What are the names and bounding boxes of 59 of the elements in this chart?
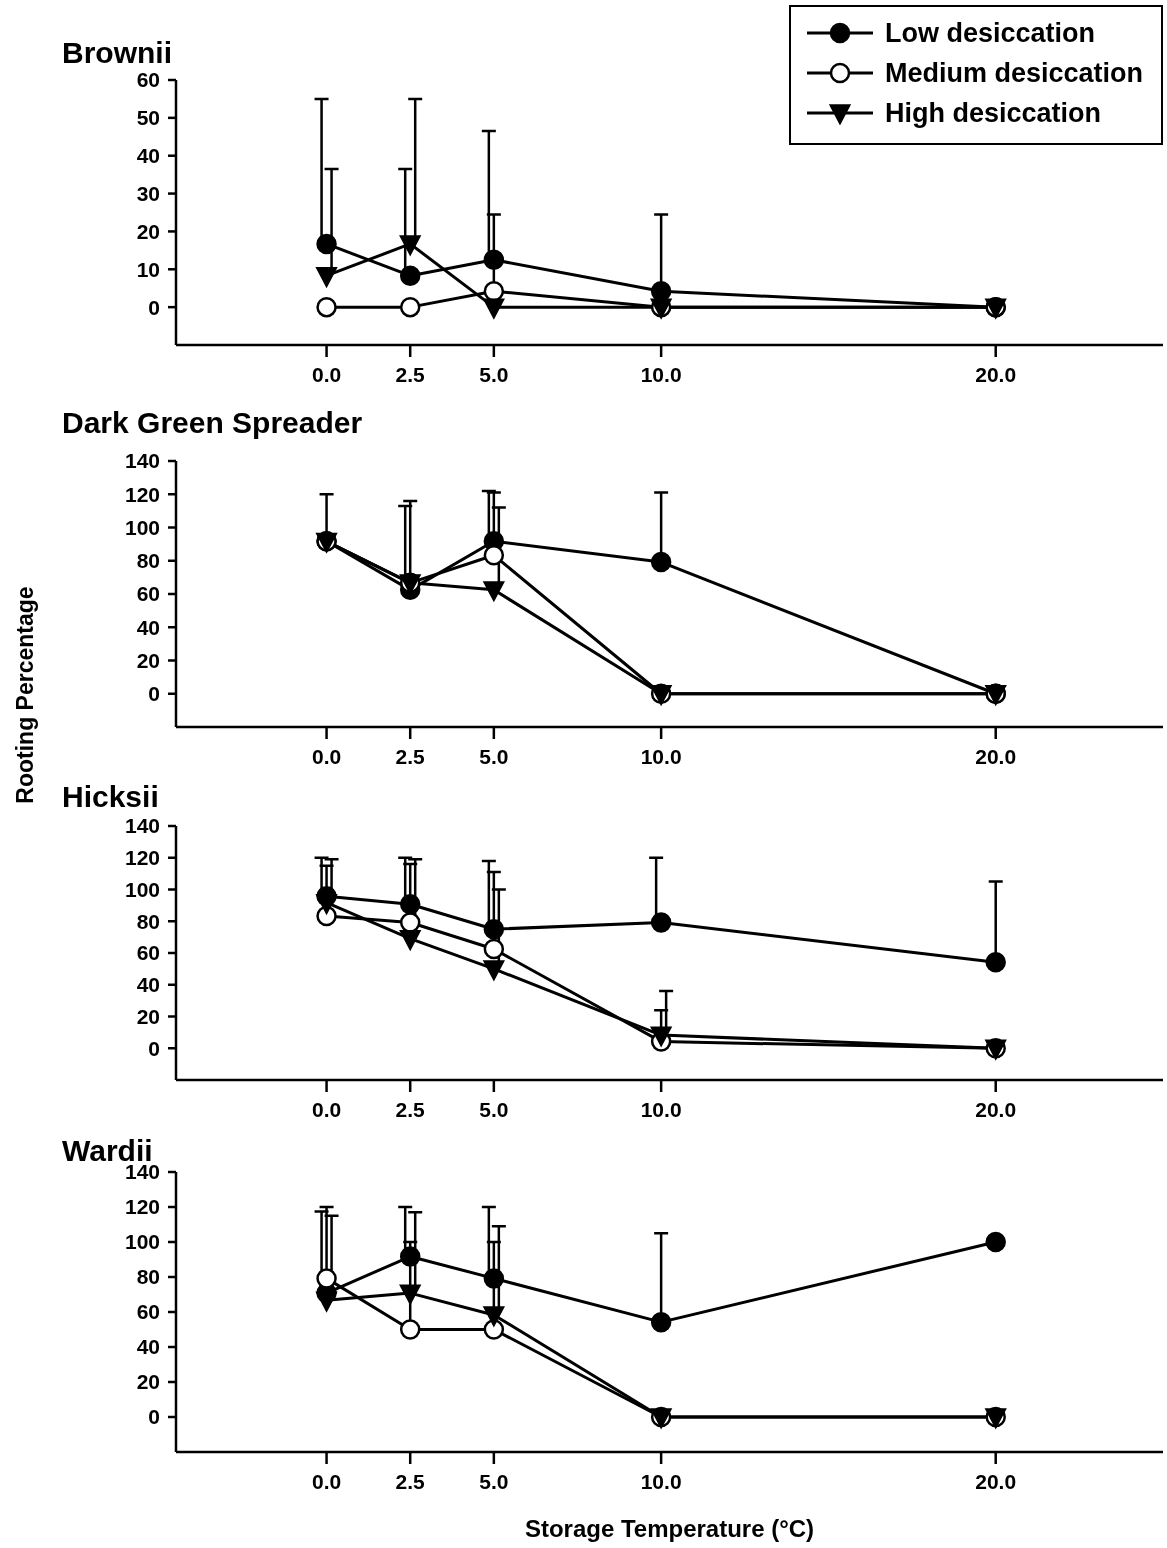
x-tick-label: 20.0: [975, 744, 1017, 768]
x-tick-label: 10.0: [640, 1469, 682, 1493]
y-axis-title: Rooting Percentage: [11, 586, 39, 804]
x-tick-label: 20.0: [975, 1469, 1017, 1493]
y-tick-label: 0: [148, 1036, 160, 1060]
x-axis-title: Storage Temperature (°C): [524, 1515, 815, 1543]
y-tick-label: 80: [136, 909, 160, 933]
y-tick-label: 80: [136, 549, 160, 573]
y-tick-label: 20: [136, 1370, 160, 1394]
y-tick-label: 10: [136, 257, 160, 281]
y-tick-label: 100: [124, 1230, 160, 1254]
y-tick-label: 20: [136, 219, 160, 243]
legend-label: Low desiccation: [884, 17, 1095, 49]
x-tick-label: 5.0: [479, 362, 509, 386]
y-tick-label: 140: [124, 814, 160, 838]
y-tick-label: 100: [124, 515, 160, 539]
x-tick-label: 2.5: [395, 1097, 426, 1121]
y-tick-label: 40: [136, 615, 160, 639]
y-tick-label: 80: [136, 1265, 160, 1289]
x-tick-label: 10.0: [640, 744, 682, 768]
chart-title: Hicksii: [62, 780, 159, 814]
y-tick-label: 50: [136, 106, 160, 130]
y-tick-label: 140: [124, 1160, 160, 1184]
legend-label: Medium desiccation: [884, 57, 1143, 89]
y-tick-label: 0: [148, 295, 160, 319]
x-tick-label: 2.5: [395, 744, 426, 768]
y-tick-label: 20: [136, 648, 160, 672]
y-tick-label: 40: [136, 973, 160, 997]
y-tick-label: 120: [124, 482, 160, 506]
y-tick-label: 40: [136, 144, 160, 168]
y-tick-label: 60: [136, 68, 160, 92]
x-tick-label: 20.0: [975, 362, 1017, 386]
y-tick-label: 60: [136, 582, 160, 606]
chart-title: Brownii: [62, 36, 172, 70]
x-tick-label: 2.5: [395, 362, 426, 386]
legend-label: High desiccation: [884, 97, 1101, 129]
x-tick-label: 5.0: [479, 1469, 509, 1493]
y-tick-label: 60: [136, 941, 160, 965]
y-tick-label: 100: [124, 877, 160, 901]
y-tick-label: 140: [124, 449, 160, 473]
chart-title: Dark Green Spreader: [62, 406, 363, 440]
y-tick-label: 20: [136, 1004, 160, 1028]
y-tick-label: 60: [136, 1300, 160, 1324]
y-tick-label: 40: [136, 1335, 160, 1359]
y-tick-label: 0: [148, 682, 160, 706]
x-tick-label: 5.0: [479, 744, 509, 768]
x-tick-label: 10.0: [640, 1097, 682, 1121]
x-tick-label: 2.5: [395, 1469, 426, 1493]
y-tick-label: 120: [124, 1195, 160, 1219]
x-tick-label: 0.0: [311, 1097, 342, 1121]
x-tick-label: 5.0: [479, 1097, 509, 1121]
x-tick-label: 20.0: [975, 1097, 1017, 1121]
x-tick-label: 0.0: [311, 744, 342, 768]
x-tick-label: 0.0: [311, 362, 342, 386]
x-tick-label: 10.0: [640, 362, 682, 386]
x-tick-label: 0.0: [311, 1469, 342, 1493]
y-tick-label: 30: [136, 182, 160, 206]
y-tick-label: 0: [148, 1405, 160, 1429]
y-tick-label: 120: [124, 846, 160, 870]
